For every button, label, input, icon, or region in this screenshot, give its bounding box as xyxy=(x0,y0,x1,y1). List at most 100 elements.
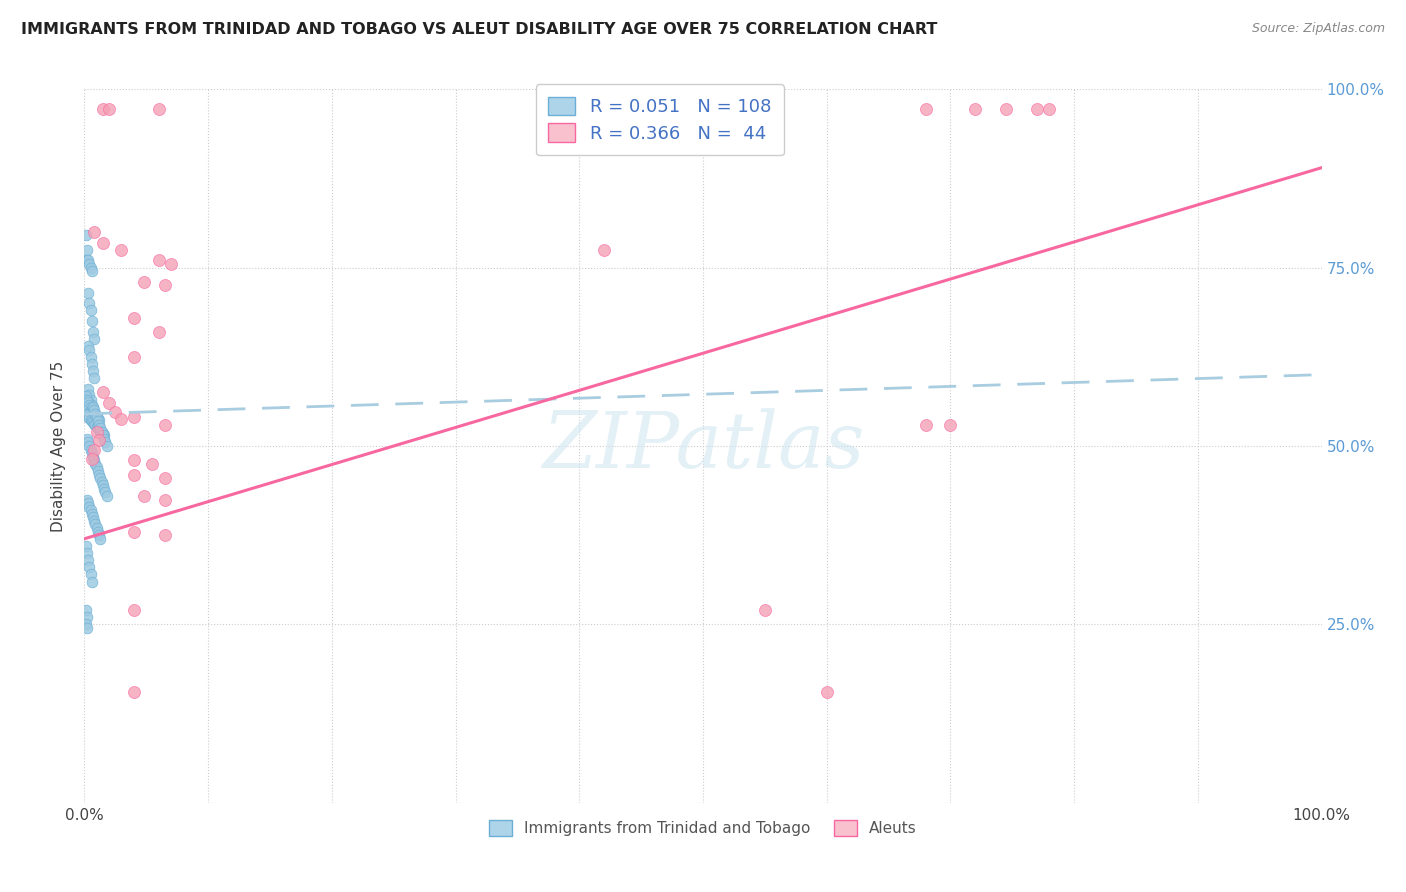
Point xyxy=(141,457,163,471)
Point xyxy=(75,617,97,632)
Point xyxy=(77,394,100,409)
Point xyxy=(122,350,145,364)
Point xyxy=(87,524,110,539)
Point xyxy=(89,434,111,448)
Point xyxy=(83,442,105,457)
Point xyxy=(84,407,107,421)
Point xyxy=(80,357,103,371)
Point xyxy=(94,435,117,450)
Point xyxy=(82,400,104,414)
Point xyxy=(83,332,105,346)
Point xyxy=(80,314,103,328)
Point xyxy=(84,418,107,433)
Point xyxy=(153,417,176,432)
Point xyxy=(79,398,101,412)
Point xyxy=(593,243,616,257)
Point xyxy=(83,405,105,419)
Point xyxy=(89,471,111,485)
Point xyxy=(82,510,104,524)
Point xyxy=(84,409,107,423)
Point xyxy=(153,471,176,485)
Point xyxy=(1038,102,1060,116)
Point xyxy=(79,303,101,318)
Point xyxy=(79,442,101,457)
Point xyxy=(79,411,101,425)
Point xyxy=(87,421,110,435)
Point xyxy=(75,228,97,243)
Point xyxy=(77,496,100,510)
Point xyxy=(90,475,112,489)
Point xyxy=(83,403,105,417)
Point xyxy=(91,426,114,441)
Point xyxy=(110,243,132,257)
Point xyxy=(75,539,97,553)
Point xyxy=(76,610,98,624)
Point xyxy=(153,528,176,542)
Point xyxy=(79,500,101,514)
Point xyxy=(77,339,100,353)
Point xyxy=(90,425,112,440)
Point xyxy=(82,416,104,430)
Point xyxy=(77,553,100,567)
Point xyxy=(94,485,117,500)
Point xyxy=(79,296,101,310)
Point xyxy=(76,492,98,507)
Point xyxy=(153,278,176,293)
Point xyxy=(80,446,103,460)
Point xyxy=(815,685,838,699)
Point xyxy=(79,439,101,453)
Point xyxy=(86,460,108,475)
Point xyxy=(76,392,98,407)
Point xyxy=(86,410,108,425)
Point xyxy=(96,439,118,453)
Point xyxy=(80,414,103,428)
Point xyxy=(914,417,936,432)
Point xyxy=(80,264,103,278)
Point xyxy=(82,401,104,416)
Point xyxy=(86,410,108,425)
Point xyxy=(122,603,145,617)
Point xyxy=(153,492,176,507)
Point xyxy=(84,517,107,532)
Point xyxy=(148,325,170,339)
Point xyxy=(79,412,101,426)
Point xyxy=(79,567,101,582)
Point xyxy=(110,412,132,426)
Point xyxy=(86,419,108,434)
Point xyxy=(148,253,170,268)
Point xyxy=(79,387,101,401)
Point xyxy=(91,478,114,492)
Point xyxy=(79,392,101,407)
Y-axis label: Disability Age Over 75: Disability Age Over 75 xyxy=(51,360,66,532)
Point xyxy=(79,503,101,517)
Point xyxy=(77,285,100,300)
Point xyxy=(83,417,105,431)
Point xyxy=(84,457,107,471)
Point xyxy=(75,389,97,403)
Point xyxy=(79,560,101,574)
Point xyxy=(89,532,111,546)
Point xyxy=(89,413,111,427)
Point xyxy=(86,521,108,535)
Point xyxy=(79,350,101,364)
Text: IMMIGRANTS FROM TRINIDAD AND TOBAGO VS ALEUT DISABILITY AGE OVER 75 CORRELATION : IMMIGRANTS FROM TRINIDAD AND TOBAGO VS A… xyxy=(21,22,938,37)
Point xyxy=(79,343,101,357)
Point xyxy=(93,482,115,496)
Point xyxy=(75,603,97,617)
Point xyxy=(122,685,145,699)
Point xyxy=(79,257,101,271)
Point xyxy=(76,432,98,446)
Point xyxy=(754,603,776,617)
Point xyxy=(76,621,98,635)
Point xyxy=(132,275,155,289)
Point xyxy=(89,424,111,438)
Point xyxy=(83,371,105,385)
Point xyxy=(90,425,112,439)
Point xyxy=(98,102,121,116)
Point xyxy=(84,407,107,421)
Point xyxy=(93,432,115,446)
Point xyxy=(98,396,121,410)
Point xyxy=(148,102,170,116)
Point xyxy=(939,417,962,432)
Point xyxy=(754,102,776,116)
